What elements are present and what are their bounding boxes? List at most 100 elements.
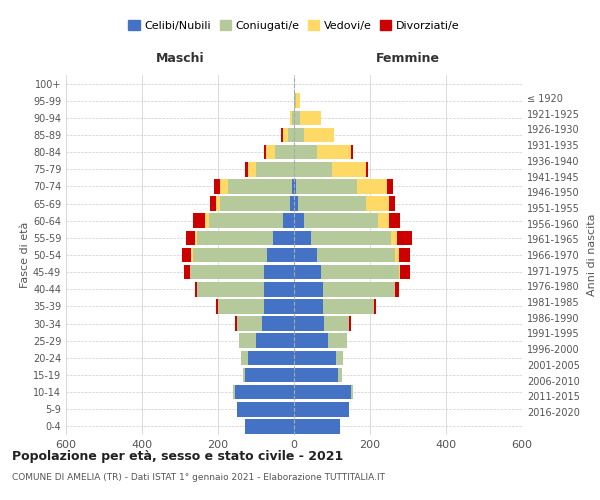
Bar [289,128,294,142]
Bar [332,162,366,176]
Text: Maschi: Maschi [155,52,205,64]
Bar [395,248,398,262]
Bar [294,110,300,125]
Bar [294,214,304,228]
Bar [237,402,294,416]
Bar [391,230,397,245]
Bar [398,248,410,262]
Text: Popolazione per età, sesso e stato civile - 2021: Popolazione per età, sesso e stato civil… [12,450,343,463]
Bar [184,265,190,280]
Bar [237,316,262,331]
Bar [294,282,323,296]
Bar [263,299,294,314]
Bar [389,196,395,211]
Bar [338,368,341,382]
Bar [356,179,387,194]
Bar [292,179,294,194]
Bar [190,265,263,280]
Bar [214,179,220,194]
Bar [325,316,349,331]
Bar [387,179,393,194]
Bar [311,230,391,245]
Bar [220,179,227,194]
Bar [294,179,296,194]
Bar [239,334,256,348]
Bar [351,385,353,400]
Bar [395,282,398,296]
Bar [256,334,294,348]
Bar [263,145,265,160]
Bar [377,214,389,228]
Bar [336,350,343,365]
Bar [294,316,325,331]
Bar [186,230,195,245]
Bar [193,214,205,228]
Bar [191,248,193,262]
Bar [294,419,340,434]
Bar [374,299,376,314]
Bar [294,265,320,280]
Bar [294,248,317,262]
Bar [235,316,237,331]
Bar [216,299,218,314]
Bar [292,110,294,125]
Bar [245,368,294,382]
Bar [268,248,294,262]
Bar [233,385,235,400]
Bar [294,368,338,382]
Bar [323,299,374,314]
Bar [262,316,294,331]
Bar [294,350,336,365]
Bar [197,282,263,296]
Bar [296,179,356,194]
Bar [317,145,351,160]
Bar [216,196,220,211]
Bar [241,350,248,365]
Bar [389,214,400,228]
Bar [195,230,197,245]
Bar [328,334,347,348]
Bar [211,196,216,211]
Bar [256,162,294,176]
Bar [242,368,245,382]
Bar [245,162,248,176]
Bar [294,385,351,400]
Bar [400,265,410,280]
Bar [294,299,323,314]
Bar [227,179,292,194]
Bar [351,145,353,160]
Bar [323,282,395,296]
Bar [283,128,289,142]
Bar [182,248,191,262]
Bar [366,162,368,176]
Y-axis label: Fasce di età: Fasce di età [20,222,30,288]
Bar [294,162,332,176]
Bar [263,265,294,280]
Bar [220,196,290,211]
Bar [245,419,294,434]
Bar [397,230,412,245]
Text: COMUNE DI AMELIA (TR) - Dati ISTAT 1° gennaio 2021 - Elaborazione TUTTITALIA.IT: COMUNE DI AMELIA (TR) - Dati ISTAT 1° ge… [12,472,385,482]
Bar [349,316,351,331]
Bar [366,196,389,211]
Bar [294,402,349,416]
Bar [263,282,294,296]
Bar [248,162,256,176]
Text: Femmine: Femmine [376,52,440,64]
Bar [209,214,283,228]
Bar [320,265,398,280]
Bar [235,385,294,400]
Bar [294,196,298,211]
Bar [294,145,317,160]
Bar [273,230,294,245]
Bar [296,94,300,108]
Bar [193,248,268,262]
Bar [218,299,263,314]
Bar [195,282,197,296]
Bar [294,94,296,108]
Bar [294,334,328,348]
Bar [294,128,304,142]
Bar [248,350,294,365]
Bar [205,214,209,228]
Bar [265,145,275,160]
